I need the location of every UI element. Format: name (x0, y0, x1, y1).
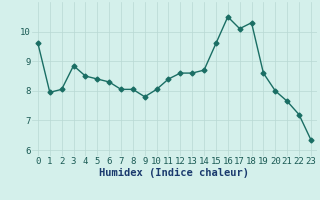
X-axis label: Humidex (Indice chaleur): Humidex (Indice chaleur) (100, 168, 249, 178)
